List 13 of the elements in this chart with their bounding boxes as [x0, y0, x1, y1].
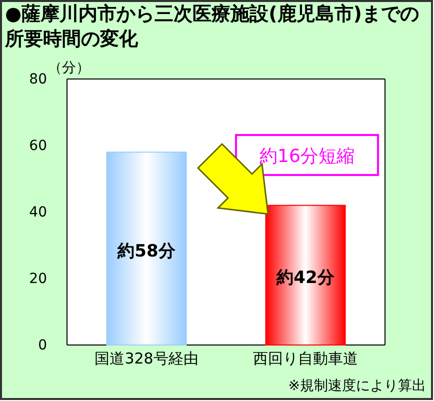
y-tick-label: 0 [38, 337, 47, 354]
y-axis-title: （分） [48, 60, 90, 76]
data-label: 約58分 [116, 242, 176, 262]
x-tick-label: 国道328号経由 [94, 350, 198, 368]
annotation: 約16分短縮 [260, 146, 354, 167]
data-label: 約42分 [276, 268, 336, 288]
y-tick-label: 80 [29, 71, 47, 88]
chart-title: ●薩摩川内市から三次医療施設(鹿児島市)までの所要時間の変化 [5, 2, 420, 52]
y-tick-label: 40 [29, 204, 47, 220]
text: ※規制速度により算出 [288, 378, 426, 394]
y-tick-label: 20 [29, 270, 47, 287]
x-tick-label: 西回り自動車道 [253, 350, 358, 368]
y-tick-label: 60 [29, 138, 47, 154]
